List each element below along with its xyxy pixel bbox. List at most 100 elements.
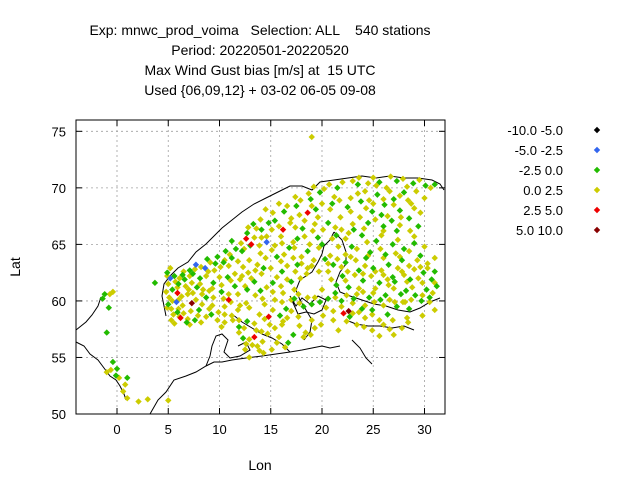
data-point bbox=[171, 320, 178, 327]
data-point bbox=[258, 234, 265, 241]
data-point bbox=[251, 278, 258, 285]
data-point bbox=[283, 202, 291, 210]
data-point bbox=[271, 296, 279, 303]
data-point bbox=[206, 305, 213, 313]
data-point bbox=[248, 241, 255, 248]
coast-continent bbox=[149, 345, 341, 415]
data-point bbox=[324, 295, 332, 302]
data-point bbox=[192, 296, 200, 303]
data-point bbox=[224, 273, 231, 281]
data-point bbox=[428, 276, 435, 283]
data-point bbox=[398, 268, 406, 275]
data-point bbox=[212, 260, 219, 267]
data-point bbox=[359, 270, 367, 277]
data-point bbox=[378, 211, 385, 219]
data-point bbox=[355, 309, 363, 316]
data-point bbox=[342, 235, 349, 242]
data-point bbox=[370, 200, 377, 207]
data-point bbox=[380, 223, 387, 230]
data-point bbox=[225, 290, 232, 298]
y-tick-label: 60 bbox=[52, 294, 66, 309]
data-point bbox=[328, 276, 335, 283]
data-point bbox=[237, 240, 245, 247]
data-point bbox=[376, 316, 383, 324]
data-point bbox=[300, 303, 307, 310]
data-point bbox=[273, 339, 281, 346]
x-axis-label: Lon bbox=[248, 457, 271, 473]
data-point bbox=[339, 272, 346, 280]
data-point bbox=[236, 302, 244, 309]
legend-label: -2.5 0.0 bbox=[519, 163, 563, 178]
data-point bbox=[265, 219, 272, 227]
data-point bbox=[388, 217, 395, 224]
data-point bbox=[310, 257, 317, 264]
data-point bbox=[352, 257, 360, 264]
data-point bbox=[325, 181, 333, 188]
y-tick-label: 65 bbox=[52, 237, 66, 252]
data-point bbox=[295, 290, 302, 298]
data-point bbox=[186, 267, 193, 274]
data-point bbox=[405, 247, 413, 255]
data-point bbox=[271, 217, 279, 224]
data-point bbox=[361, 188, 369, 195]
data-point bbox=[348, 243, 355, 250]
data-point bbox=[347, 253, 354, 261]
data-point bbox=[329, 235, 336, 242]
data-point bbox=[231, 283, 239, 290]
data-point bbox=[248, 275, 255, 282]
data-point bbox=[269, 209, 276, 216]
data-point bbox=[309, 227, 316, 235]
axis-ticks: 0 5 10 15 20 25 30 50 55 60 65 70 75 bbox=[52, 120, 445, 437]
data-point bbox=[294, 235, 301, 242]
data-point bbox=[406, 276, 414, 283]
data-point bbox=[365, 294, 373, 301]
data-point bbox=[214, 316, 221, 324]
data-point bbox=[99, 295, 106, 302]
data-point bbox=[208, 311, 215, 318]
data-point bbox=[235, 316, 243, 324]
data-point bbox=[385, 281, 392, 289]
data-point bbox=[386, 325, 393, 333]
data-point bbox=[258, 270, 265, 277]
data-point bbox=[346, 313, 353, 320]
data-point bbox=[376, 279, 383, 287]
data-point bbox=[174, 309, 181, 316]
data-point bbox=[236, 276, 244, 283]
y-tick-label: 75 bbox=[52, 124, 66, 139]
title-line-1: Exp: mnwc_prod_voima Selection: ALL 540 … bbox=[89, 22, 431, 38]
data-point bbox=[349, 299, 356, 307]
data-point bbox=[349, 177, 356, 185]
data-point bbox=[386, 188, 393, 195]
data-point bbox=[279, 318, 287, 325]
data-point bbox=[404, 319, 412, 326]
data-point bbox=[246, 336, 253, 343]
data-point bbox=[330, 316, 337, 324]
data-point bbox=[411, 266, 418, 273]
data-point bbox=[362, 254, 370, 262]
data-point bbox=[396, 221, 404, 229]
data-point bbox=[119, 388, 127, 395]
x-tick-label: 0 bbox=[113, 422, 120, 437]
data-point bbox=[398, 257, 406, 264]
data-point bbox=[246, 257, 253, 264]
data-point bbox=[394, 236, 402, 244]
data-point bbox=[177, 314, 184, 322]
data-point bbox=[409, 284, 416, 291]
data-point bbox=[335, 327, 342, 334]
data-point bbox=[290, 331, 297, 339]
data-point bbox=[397, 214, 405, 221]
data-point bbox=[319, 226, 327, 233]
data-point bbox=[431, 268, 438, 275]
data-point bbox=[417, 252, 424, 259]
data-point bbox=[198, 290, 206, 298]
data-point bbox=[364, 219, 372, 227]
data-point bbox=[242, 299, 250, 307]
data-point bbox=[202, 294, 210, 301]
legend-label: -5.0 -2.5 bbox=[515, 143, 563, 158]
y-axis-label: Lat bbox=[7, 257, 23, 277]
data-point bbox=[350, 295, 357, 302]
data-point bbox=[368, 272, 375, 280]
data-point bbox=[356, 214, 364, 221]
data-point bbox=[332, 294, 339, 301]
